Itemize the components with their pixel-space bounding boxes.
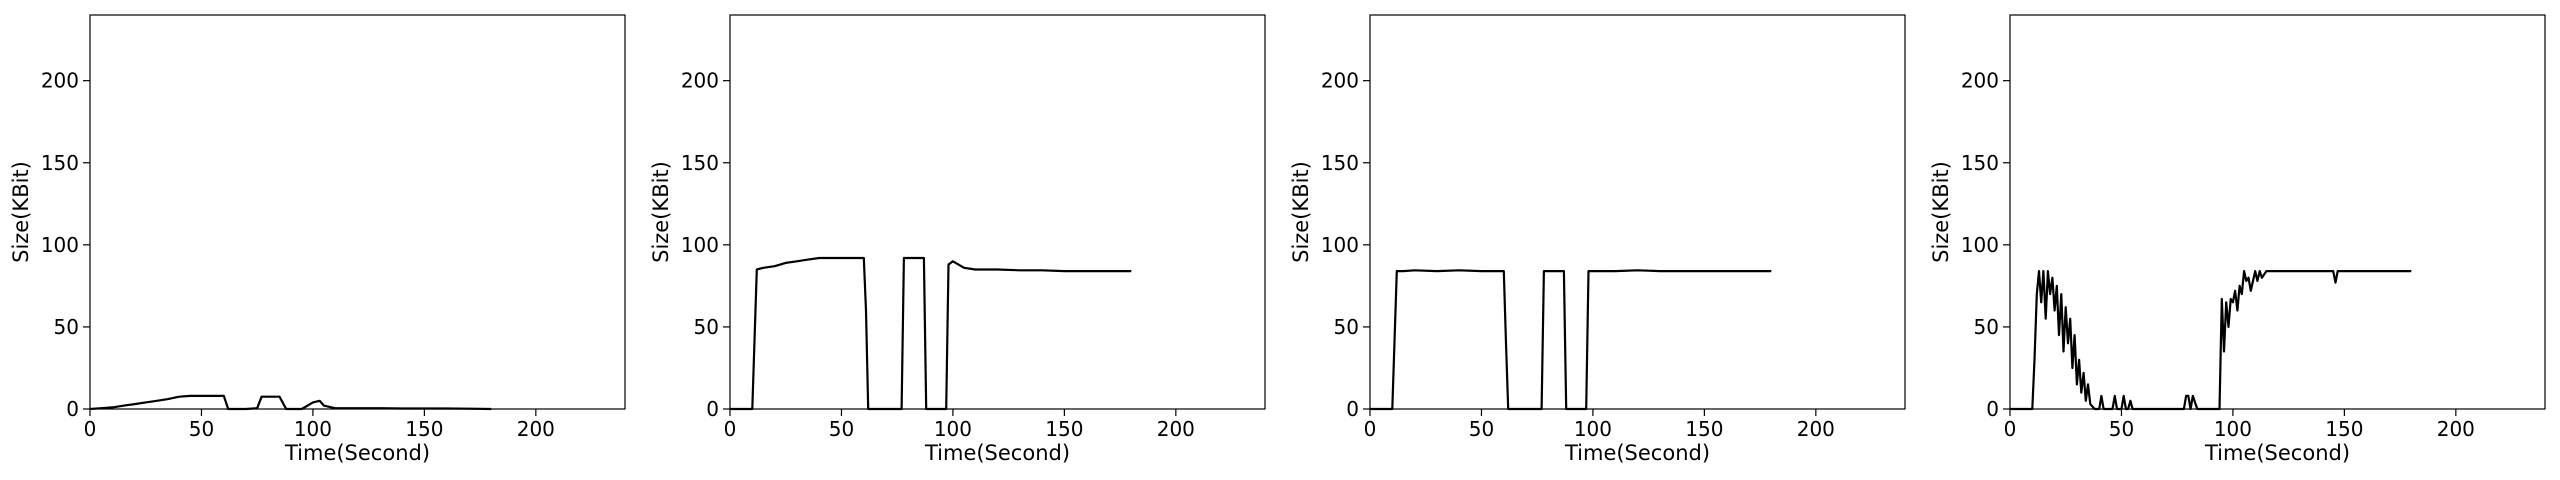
x-tick-label: 150 (2325, 417, 2363, 441)
y-tick-label: 0 (706, 397, 719, 421)
y-axis-label: Size(KBit) (1929, 161, 1953, 263)
x-tick-label: 0 (84, 417, 97, 441)
y-tick-label: 150 (1321, 151, 1359, 175)
y-tick-label: 150 (681, 151, 719, 175)
chart-panel-1: 0 50 100 150 200 0 50 100 150 200 Time(Second) Size… (9, 14, 626, 465)
x-axis-label: Time(Second) (2204, 441, 2350, 465)
y-tick-label: 0 (1346, 397, 1359, 421)
series-line (2010, 270, 2412, 411)
plot-frame (2009, 14, 2546, 410)
y-tick-label: 100 (1961, 233, 1999, 257)
x-tick-label: 150 (405, 417, 443, 441)
series-line (730, 256, 1132, 411)
x-tick-label: 50 (829, 417, 854, 441)
x-tick-label: 100 (1574, 417, 1612, 441)
y-tick-label: 150 (1961, 151, 1999, 175)
x-tick-label: 100 (294, 417, 332, 441)
plot-frame (729, 14, 1266, 410)
y-tick-label: 200 (41, 69, 79, 93)
chart-panel-4: 0 50 100 150 200 0 50 100 150 200 Time(Second) Size… (1929, 14, 2546, 465)
y-tick-label: 50 (1974, 315, 1999, 339)
y-axis-label: Size(KBit) (649, 161, 673, 263)
y-tick-label: 150 (41, 151, 79, 175)
x-tick-label: 200 (1157, 417, 1195, 441)
x-tick-label: 50 (2109, 417, 2134, 441)
series-line (1370, 269, 1772, 411)
y-tick-label: 100 (681, 233, 719, 257)
y-tick-label: 100 (1321, 233, 1359, 257)
x-tick-label: 100 (934, 417, 972, 441)
y-tick-label: 100 (41, 233, 79, 257)
y-tick-label: 50 (694, 315, 719, 339)
plot-frame (1369, 14, 1906, 410)
x-axis-label: Time(Second) (284, 441, 430, 465)
x-tick-label: 50 (1469, 417, 1494, 441)
x-axis-label: Time(Second) (924, 441, 1070, 465)
x-tick-label: 200 (517, 417, 555, 441)
x-tick-label: 200 (1797, 417, 1835, 441)
x-tick-label: 0 (1364, 417, 1377, 441)
chart-panel-3: 0 50 100 150 200 0 50 100 150 200 Time(Second) Size… (1289, 14, 1906, 465)
y-tick-label: 50 (54, 315, 79, 339)
plot-frame (89, 14, 626, 410)
x-axis-label: Time(Second) (1564, 441, 1710, 465)
y-tick-label: 50 (1334, 315, 1359, 339)
series-line (89, 394, 492, 411)
y-tick-label: 200 (1961, 69, 1999, 93)
x-tick-label: 50 (189, 417, 214, 441)
y-tick-label: 0 (66, 397, 79, 421)
y-axis-label: Size(KBit) (1289, 161, 1313, 263)
y-tick-label: 200 (681, 69, 719, 93)
x-tick-label: 0 (724, 417, 737, 441)
x-tick-label: 100 (2214, 417, 2252, 441)
x-tick-label: 150 (1045, 417, 1083, 441)
y-tick-label: 200 (1321, 69, 1359, 93)
y-tick-label: 0 (1986, 397, 1999, 421)
x-tick-label: 200 (2437, 417, 2475, 441)
chart-panel-2: 0 50 100 150 200 0 50 100 150 200 Time(Second) Size… (649, 14, 1266, 465)
y-axis-label: Size(KBit) (9, 161, 33, 263)
x-tick-label: 150 (1685, 417, 1723, 441)
x-tick-label: 0 (2004, 417, 2017, 441)
